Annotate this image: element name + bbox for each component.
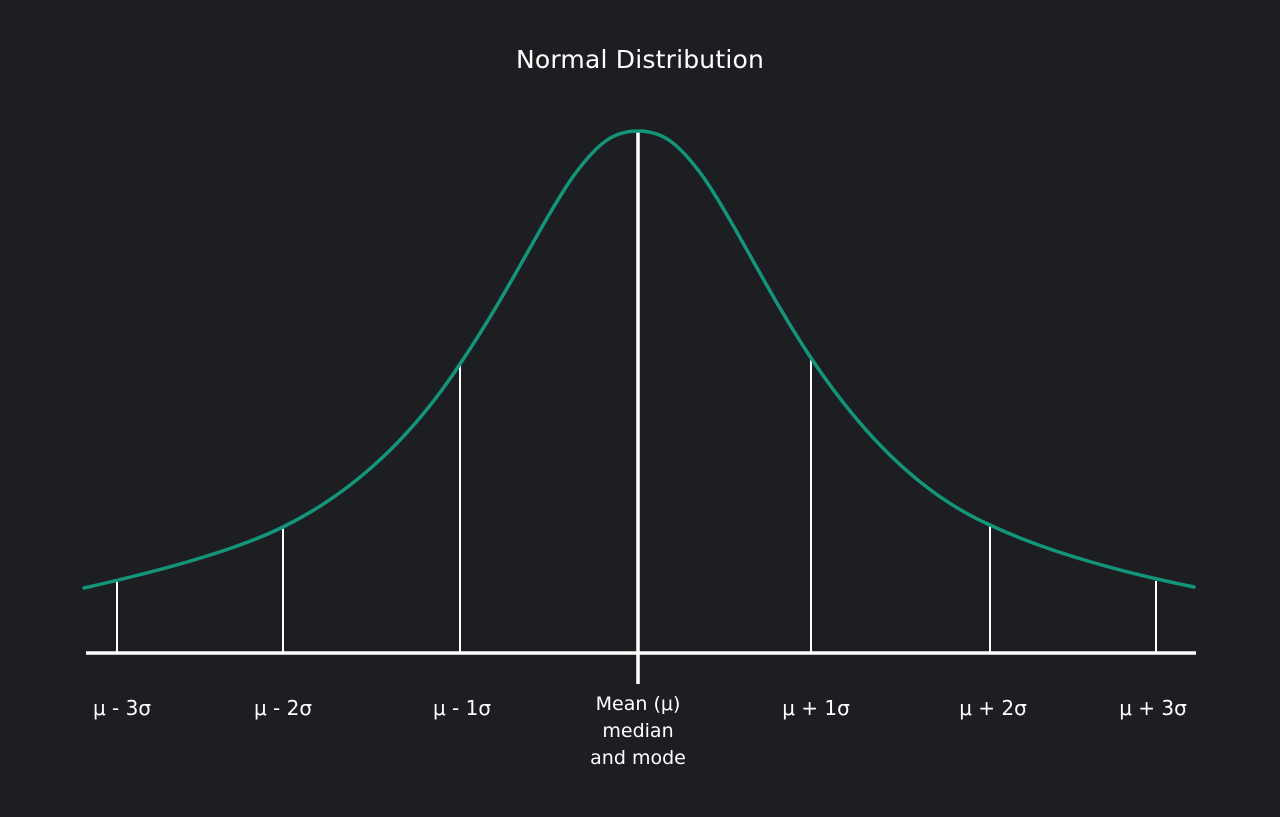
mean-label-line-2: median [602, 720, 674, 742]
mean-label-line-3: and mode [590, 747, 686, 769]
tick-label-plus-2-sigma: μ + 2σ [959, 696, 1027, 720]
distribution-curve [82, 129, 1196, 590]
tick-label-minus-3-sigma: μ - 3σ [92, 696, 152, 720]
chart-title: Normal Distribution [515, 45, 765, 74]
sigma-lines [116, 358, 1157, 653]
mean-label-line-1: Mean (μ) [595, 693, 681, 715]
tick-label-plus-1-sigma: μ + 1σ [782, 696, 850, 720]
tick-label-minus-1-sigma: μ - 1σ [432, 696, 492, 720]
tick-label-mean: Mean (μ) median and mode [590, 691, 686, 772]
tick-label-plus-3-sigma: μ + 3σ [1119, 696, 1187, 720]
tick-label-minus-2-sigma: μ - 2σ [253, 696, 313, 720]
